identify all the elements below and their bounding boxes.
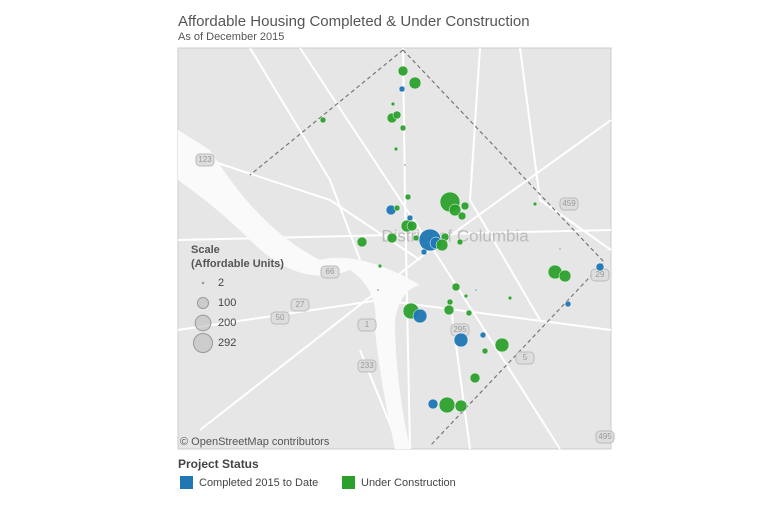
place-label: District of Columbia	[381, 226, 529, 245]
size-legend-circle	[196, 296, 210, 310]
road-shield-label: 295	[453, 325, 467, 334]
project-bubble	[446, 298, 454, 306]
project-bubble	[376, 288, 380, 292]
project-bubble	[532, 201, 538, 207]
size-legend-circle	[201, 281, 205, 285]
road-shield	[320, 265, 340, 279]
project-bubble	[390, 101, 396, 107]
project-bubble	[469, 372, 481, 384]
project-bubble	[399, 124, 407, 132]
size-legend-subtitle: (Affordable Units)	[191, 258, 284, 270]
river	[178, 130, 420, 449]
subtitle: As of December 2015	[178, 31, 284, 43]
status-legend-title: Project Status	[178, 457, 259, 471]
project-bubble	[412, 234, 420, 242]
road-shield	[357, 359, 377, 373]
project-bubble	[438, 396, 456, 414]
project-bubble	[474, 288, 478, 292]
project-bubble	[398, 85, 406, 93]
project-bubble	[403, 163, 407, 167]
project-bubble	[481, 347, 489, 355]
project-bubble	[448, 203, 462, 217]
project-bubble	[319, 116, 327, 124]
project-bubble	[454, 399, 468, 413]
project-bubble	[412, 308, 428, 324]
project-bubble	[460, 201, 470, 211]
project-bubble	[404, 193, 412, 201]
project-bubble	[507, 295, 513, 301]
project-bubble	[564, 300, 572, 308]
project-bubble	[356, 236, 368, 248]
size-legend-label: 292	[218, 337, 236, 349]
project-bubble	[558, 269, 572, 283]
project-bubble	[397, 65, 409, 77]
size-legend-circle	[194, 314, 212, 332]
road-shield	[357, 318, 377, 332]
size-legend-label: 200	[218, 317, 236, 329]
road-shield	[195, 153, 215, 167]
district-boundary	[249, 49, 605, 447]
road-shield-label: 66	[326, 267, 335, 276]
status-swatch	[180, 476, 193, 489]
project-bubble	[393, 146, 399, 152]
project-bubble	[427, 398, 439, 410]
road-shield-label: 50	[276, 313, 285, 322]
project-bubble	[435, 238, 449, 252]
project-bubble	[420, 248, 428, 256]
status-swatch	[342, 476, 355, 489]
status-label: Under Construction	[361, 477, 456, 489]
road-shield-label: 495	[598, 432, 612, 441]
size-legend-title: Scale	[191, 244, 220, 256]
project-bubble	[456, 238, 464, 246]
size-legend-label: 100	[218, 297, 236, 309]
road-shield	[270, 311, 290, 325]
project-bubble	[558, 247, 562, 251]
project-bubble	[453, 332, 469, 348]
road-shield-label: 1	[365, 320, 370, 329]
project-bubble	[465, 309, 473, 317]
project-bubble	[451, 282, 461, 292]
project-bubble	[377, 263, 383, 269]
road-shield-label: 29	[596, 270, 605, 279]
project-bubble	[457, 211, 467, 221]
project-bubble	[463, 293, 469, 299]
road-shield-label: 27	[296, 300, 305, 309]
project-bubble	[393, 204, 401, 212]
title: Affordable Housing Completed & Under Con…	[178, 13, 530, 30]
project-bubble	[392, 110, 402, 120]
road-shield-label: 5	[523, 353, 528, 362]
project-bubble	[494, 337, 510, 353]
status-label: Completed 2015 to Date	[199, 477, 318, 489]
road-shield-label: 233	[360, 361, 374, 370]
project-bubble	[406, 220, 418, 232]
size-legend-circle	[193, 333, 213, 353]
project-bubble	[595, 262, 605, 272]
road-shield	[515, 351, 535, 365]
attribution: © OpenStreetMap contributors	[180, 436, 330, 448]
road-shield	[559, 197, 579, 211]
size-legend-label: 2	[218, 277, 224, 289]
project-bubble	[443, 304, 455, 316]
project-bubble	[408, 76, 422, 90]
road-shield	[290, 298, 310, 312]
road-shield-label: 123	[198, 155, 212, 164]
road-shield	[595, 430, 615, 444]
road-shield-label: 459	[562, 199, 576, 208]
project-bubble	[479, 331, 487, 339]
project-bubble	[386, 232, 398, 244]
